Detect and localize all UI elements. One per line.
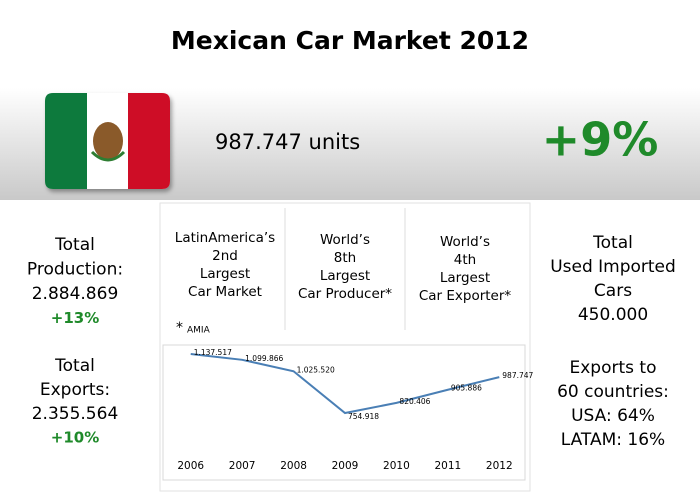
stat-line: 450.000 [578, 305, 648, 325]
stat-line: Used Imported [550, 257, 676, 277]
flag [45, 93, 170, 189]
x-tick-label: 2007 [229, 460, 256, 472]
ranking-line: Largest [320, 268, 370, 284]
stat-line: Exports: [40, 380, 110, 400]
value-label: 1.025.520 [297, 365, 335, 374]
growth: +9% [542, 113, 659, 167]
stat-line: 2.884.869 [32, 284, 119, 304]
stat-line: Total [54, 356, 95, 376]
ranking-line: 8th [334, 250, 356, 266]
stat-line: Production: [27, 260, 123, 280]
x-tick-label: 2008 [280, 460, 307, 472]
x-tick-label: 2011 [434, 460, 461, 472]
title: Mexican Car Market 2012 [171, 26, 529, 55]
stat-line: Total [54, 235, 95, 255]
stat-change: +10% [51, 429, 99, 447]
stat-line: LATAM: 16% [561, 430, 665, 450]
stat-line: 2.355.564 [32, 404, 119, 424]
x-tick-label: 2012 [486, 460, 513, 472]
value-label: 754.918 [348, 412, 379, 421]
source-mark: * [176, 320, 183, 336]
source: AMIA [187, 326, 211, 336]
ranking-line: Largest [200, 266, 250, 282]
value-label: 1.137.517 [194, 348, 232, 357]
stat-line: USA: 64% [571, 406, 655, 426]
ranking-line: 2nd [212, 248, 238, 264]
units: 987.747 units [215, 130, 360, 154]
ranking-line: Car Exporter* [419, 288, 512, 304]
ranking-line: LatinAmerica’s [175, 230, 275, 246]
x-tick-label: 2006 [177, 460, 204, 472]
stat-line: Total [592, 233, 633, 253]
line [190, 353, 500, 415]
stat-line: Exports to [570, 358, 657, 378]
ranking-line: Car Producer* [298, 286, 392, 302]
stat-line: Cars [594, 281, 632, 301]
ranking-line: Largest [440, 270, 490, 286]
ranking-line: World’s [320, 232, 370, 248]
x-tick-label: 2010 [383, 460, 410, 472]
stat-line: 60 countries: [557, 382, 669, 402]
x-tick-label: 2009 [332, 460, 359, 472]
ranking-line: World’s [440, 234, 490, 250]
ranking-line: Car Market [188, 284, 262, 300]
ranking-line: 4th [454, 252, 476, 268]
value-label: 987.747 [502, 371, 533, 380]
value-label: 820.406 [399, 397, 430, 406]
stat-change: +13% [51, 309, 99, 327]
value-label: 905.886 [451, 384, 482, 393]
value-label: 1.099.866 [245, 354, 283, 363]
